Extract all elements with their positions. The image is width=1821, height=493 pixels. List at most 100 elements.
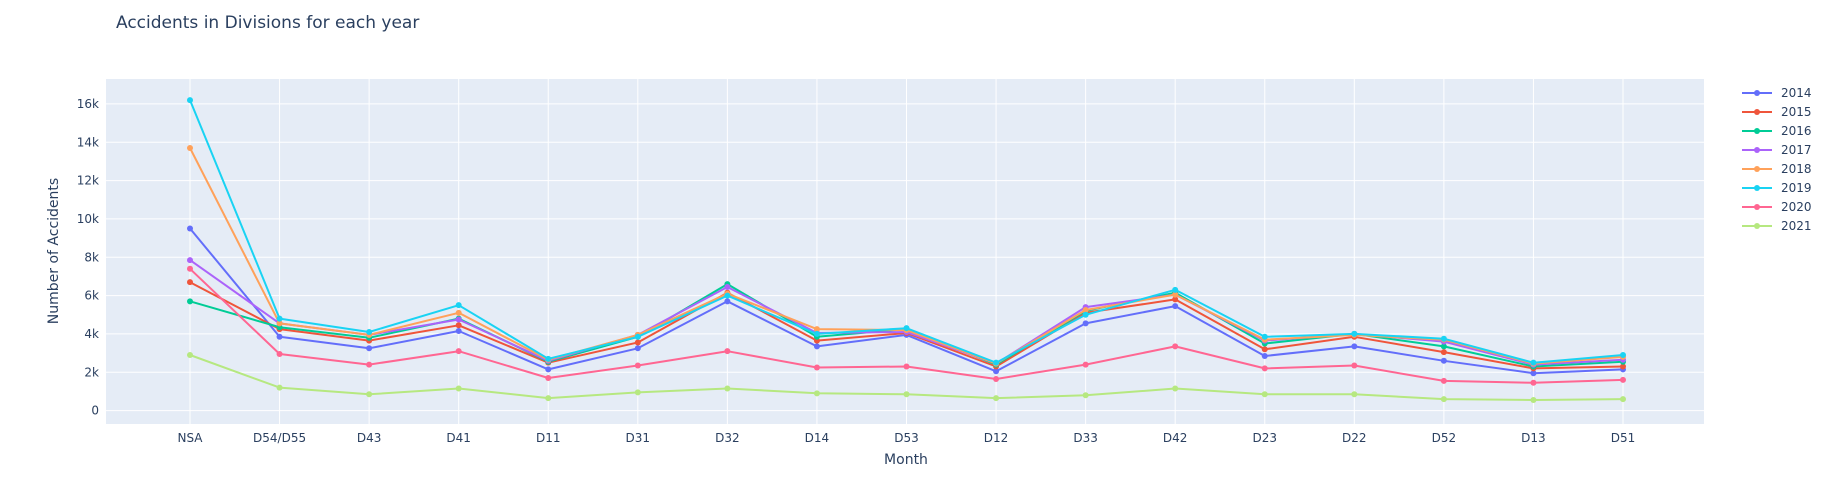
data-point-2014[interactable]	[1082, 320, 1089, 327]
legend-item-2015[interactable]: 2015	[1742, 105, 1812, 119]
data-point-2021[interactable]	[1440, 396, 1447, 403]
series-2021	[187, 352, 1626, 404]
data-point-2021[interactable]	[455, 385, 462, 392]
data-point-2014[interactable]	[545, 366, 552, 373]
data-point-2015[interactable]	[634, 339, 641, 346]
legend-item-2021[interactable]: 2021	[1742, 219, 1812, 233]
data-point-2014[interactable]	[276, 333, 283, 340]
data-point-2021[interactable]	[366, 391, 373, 398]
data-point-2020[interactable]	[813, 364, 820, 371]
data-point-2020[interactable]	[903, 363, 910, 370]
y-tick-label: 12k	[77, 174, 99, 188]
data-point-2020[interactable]	[366, 361, 373, 368]
data-point-2020[interactable]	[1440, 377, 1447, 384]
legend-item-2020[interactable]: 2020	[1742, 200, 1812, 214]
data-point-2020[interactable]	[1261, 365, 1268, 372]
data-point-2015[interactable]	[187, 279, 193, 286]
data-point-2017[interactable]	[187, 257, 193, 264]
data-point-2019[interactable]	[903, 325, 910, 332]
data-point-2014[interactable]	[634, 345, 641, 352]
data-point-2020[interactable]	[634, 362, 641, 369]
data-point-2021[interactable]	[1172, 385, 1179, 392]
data-point-2018[interactable]	[187, 145, 193, 151]
data-point-2020[interactable]	[545, 375, 552, 381]
y-tick-label: 14k	[77, 135, 99, 149]
data-point-2014[interactable]	[1172, 303, 1179, 310]
legend-item-2018[interactable]: 2018	[1742, 162, 1812, 176]
legend-item-2016[interactable]: 2016	[1742, 124, 1812, 138]
data-point-2018[interactable]	[276, 320, 283, 327]
data-point-2015[interactable]	[1620, 363, 1626, 370]
data-point-2021[interactable]	[1530, 397, 1537, 404]
data-point-2014[interactable]	[1440, 357, 1447, 364]
data-point-2021[interactable]	[993, 395, 1000, 402]
data-point-2018[interactable]	[1172, 291, 1179, 298]
data-point-2015[interactable]	[455, 322, 462, 329]
data-point-2021[interactable]	[1620, 396, 1626, 403]
data-point-2021[interactable]	[903, 391, 910, 398]
data-point-2021[interactable]	[724, 385, 731, 392]
y-tick-label: 2k	[84, 365, 99, 379]
data-point-2014[interactable]	[1530, 370, 1537, 377]
data-point-2019[interactable]	[1172, 286, 1179, 293]
data-point-2020[interactable]	[1351, 362, 1358, 369]
data-point-2014[interactable]	[1351, 343, 1358, 350]
data-point-2021[interactable]	[634, 389, 641, 396]
data-point-2015[interactable]	[1172, 296, 1179, 303]
legend[interactable]: 2014 2015 2016 2017 2018 2019 2020 2021	[1742, 86, 1812, 233]
data-point-2017[interactable]	[455, 316, 462, 323]
data-point-2020[interactable]	[724, 348, 731, 355]
x-axis-title: Month	[884, 452, 928, 468]
data-point-2021[interactable]	[1261, 391, 1268, 398]
legend-item-2014[interactable]: 2014	[1742, 86, 1812, 100]
data-point-2019[interactable]	[366, 329, 373, 335]
legend-item-2017[interactable]: 2017	[1742, 143, 1812, 157]
series-2019	[187, 97, 1626, 366]
data-point-2018[interactable]	[455, 309, 462, 316]
data-point-2021[interactable]	[545, 395, 552, 402]
data-point-2018[interactable]	[813, 326, 820, 333]
data-point-2019[interactable]	[1440, 335, 1447, 342]
data-point-2021[interactable]	[187, 352, 193, 358]
data-point-2021[interactable]	[1082, 392, 1089, 399]
data-point-2015[interactable]	[1440, 349, 1447, 356]
data-point-2018[interactable]	[1082, 306, 1089, 313]
data-point-2021[interactable]	[276, 384, 283, 391]
data-point-2014[interactable]	[813, 343, 820, 350]
data-point-2019[interactable]	[993, 359, 1000, 366]
data-point-2019[interactable]	[1351, 330, 1358, 337]
data-point-2021[interactable]	[1351, 391, 1358, 398]
data-point-2014[interactable]	[1261, 352, 1268, 359]
data-point-2019[interactable]	[545, 355, 552, 362]
data-point-2020[interactable]	[455, 348, 462, 355]
data-point-2016[interactable]	[1440, 343, 1447, 350]
data-point-2019[interactable]	[1530, 359, 1537, 366]
data-point-2016[interactable]	[187, 298, 193, 305]
data-point-2019[interactable]	[187, 97, 193, 104]
data-point-2019[interactable]	[1620, 352, 1626, 358]
data-point-2020[interactable]	[993, 375, 1000, 382]
data-point-2020[interactable]	[276, 351, 283, 358]
data-point-2020[interactable]	[1172, 343, 1179, 350]
data-point-2019[interactable]	[455, 302, 462, 309]
data-point-2019[interactable]	[724, 292, 731, 299]
data-point-2017[interactable]	[724, 283, 731, 290]
data-point-2020[interactable]	[1530, 379, 1537, 386]
data-point-2014[interactable]	[366, 345, 373, 352]
data-point-2019[interactable]	[1082, 311, 1089, 318]
data-point-2019[interactable]	[813, 330, 820, 337]
data-point-2019[interactable]	[276, 315, 283, 322]
legend-item-2019[interactable]: 2019	[1742, 181, 1812, 195]
y-tick-label: 0	[91, 404, 99, 418]
data-point-2021[interactable]	[813, 390, 820, 397]
data-point-2015[interactable]	[1261, 346, 1268, 353]
data-point-2014[interactable]	[993, 368, 1000, 375]
data-point-2020[interactable]	[1620, 376, 1626, 383]
data-point-2020[interactable]	[187, 265, 193, 272]
data-point-2020[interactable]	[1082, 361, 1089, 368]
data-point-2014[interactable]	[455, 328, 462, 335]
data-point-2019[interactable]	[1261, 333, 1268, 340]
data-point-2014[interactable]	[724, 298, 731, 305]
data-point-2019[interactable]	[634, 333, 641, 340]
data-point-2014[interactable]	[187, 225, 193, 232]
